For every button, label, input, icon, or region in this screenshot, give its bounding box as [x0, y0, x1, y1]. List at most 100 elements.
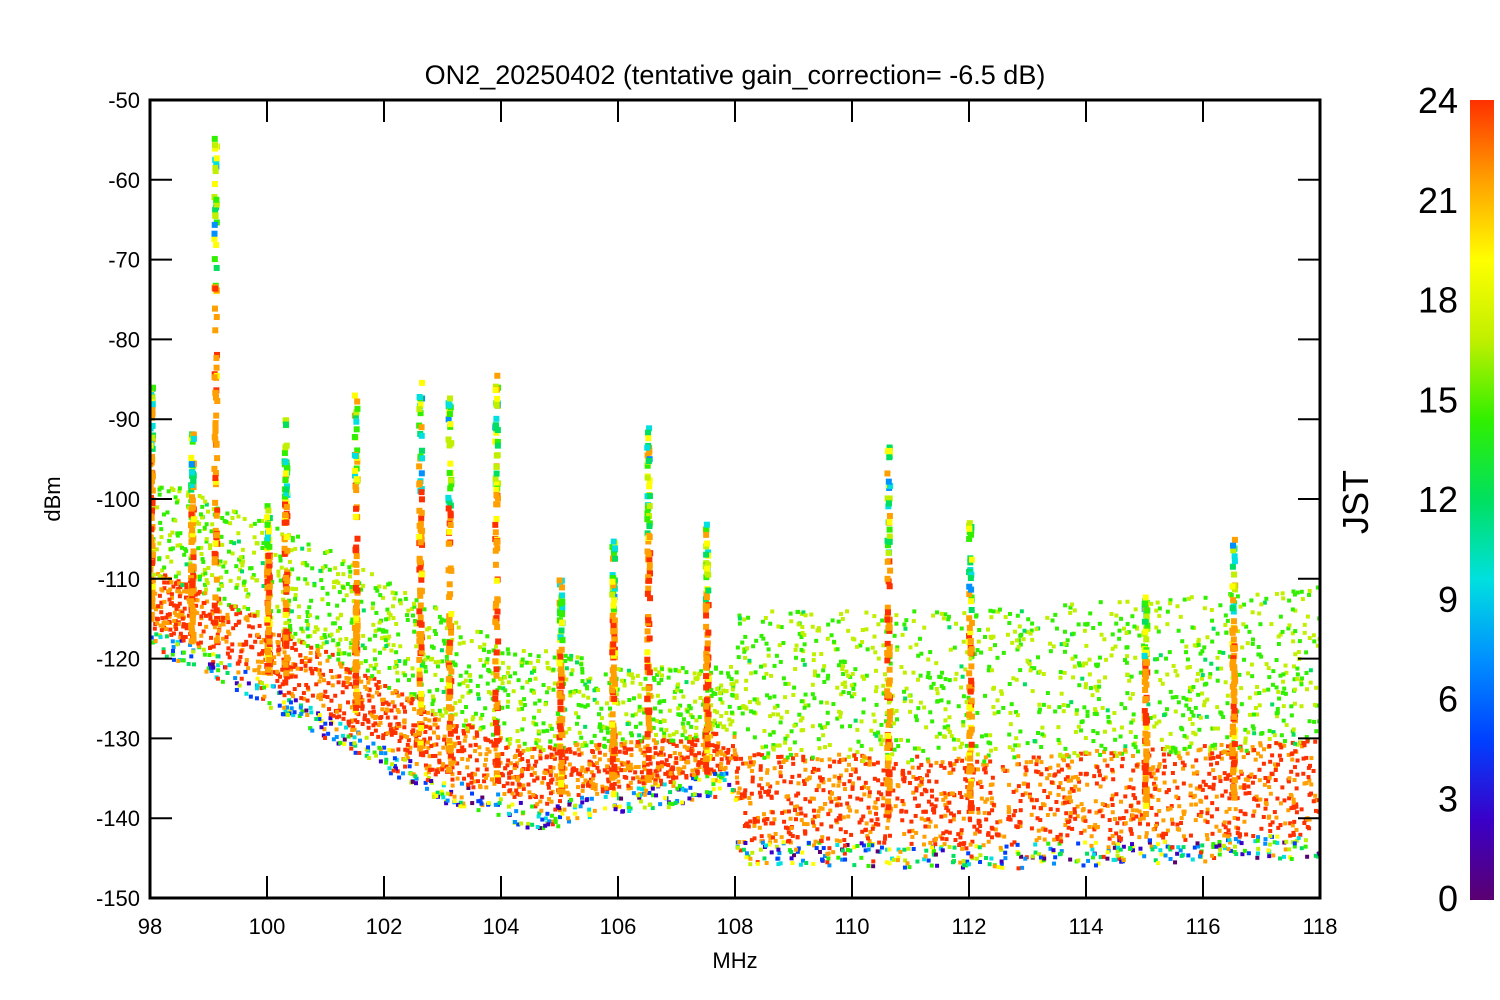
data-point	[987, 811, 992, 816]
data-point	[1078, 751, 1083, 756]
data-point	[1165, 622, 1170, 627]
data-point	[536, 654, 541, 659]
data-point	[903, 858, 908, 863]
data-point	[788, 752, 793, 757]
data-point	[517, 752, 522, 757]
data-point	[327, 567, 332, 572]
data-point	[427, 718, 432, 723]
data-point	[888, 698, 893, 703]
data-point	[690, 715, 695, 720]
data-point	[1127, 785, 1132, 790]
data-point	[403, 590, 408, 595]
data-point	[535, 776, 540, 781]
data-point	[1055, 834, 1060, 839]
data-point	[916, 653, 921, 658]
data-point	[248, 566, 253, 571]
data-point	[1045, 812, 1050, 817]
data-point	[810, 692, 815, 697]
data-point	[1081, 863, 1086, 868]
data-point	[757, 790, 762, 795]
data-point	[835, 647, 840, 652]
data-point	[276, 640, 281, 645]
data-point	[939, 791, 944, 796]
data-point	[529, 670, 534, 675]
data-point	[1173, 749, 1178, 754]
data-point	[627, 697, 632, 702]
data-point	[209, 529, 214, 534]
data-point	[542, 776, 547, 781]
data-point	[268, 705, 273, 710]
data-point	[182, 552, 187, 557]
data-point	[315, 615, 320, 620]
data-point	[828, 796, 833, 801]
data-point	[396, 632, 401, 637]
data-point	[227, 663, 232, 668]
data-point	[289, 548, 294, 553]
data-point	[932, 808, 937, 813]
data-point	[1105, 850, 1110, 855]
data-point	[607, 758, 612, 763]
data-point	[1307, 592, 1312, 597]
data-point	[789, 826, 794, 831]
data-point	[346, 723, 351, 728]
data-point	[294, 586, 299, 591]
data-point	[697, 765, 702, 770]
data-point	[946, 614, 951, 619]
data-point	[909, 841, 914, 846]
data-point	[1249, 598, 1254, 603]
data-point	[1256, 803, 1261, 808]
data-point	[1253, 757, 1258, 762]
data-point	[204, 539, 209, 544]
data-point	[732, 748, 737, 753]
data-point	[341, 559, 346, 564]
data-point	[1288, 833, 1293, 838]
data-point	[1112, 711, 1117, 716]
data-point	[933, 842, 938, 847]
data-point	[1208, 745, 1213, 750]
data-point	[813, 839, 818, 844]
data-point	[197, 577, 202, 582]
data-point	[429, 644, 434, 649]
data-point	[392, 730, 397, 735]
data-point	[859, 640, 864, 645]
data-point	[449, 789, 454, 794]
data-point	[902, 699, 907, 704]
data-point	[252, 668, 257, 673]
data-point	[1218, 847, 1223, 852]
data-point	[879, 722, 884, 727]
data-point	[797, 773, 802, 778]
data-point	[1196, 640, 1201, 645]
data-point	[792, 853, 797, 858]
data-point	[1014, 788, 1019, 793]
data-point	[169, 601, 174, 606]
data-point	[903, 696, 908, 701]
data-point	[505, 670, 510, 675]
data-point	[658, 709, 663, 714]
data-point	[376, 670, 381, 675]
data-point	[1221, 715, 1226, 720]
data-point	[1137, 835, 1142, 840]
data-point	[655, 783, 660, 788]
data-point	[360, 643, 365, 648]
data-point	[1263, 806, 1268, 811]
data-point	[227, 655, 232, 660]
data-point	[964, 743, 969, 748]
data-point	[403, 661, 408, 666]
data-point	[802, 779, 807, 784]
data-point	[926, 858, 931, 863]
data-point	[894, 708, 899, 713]
data-point	[1253, 839, 1258, 844]
data-point	[200, 557, 205, 562]
data-point	[532, 668, 537, 673]
data-point	[1270, 753, 1275, 758]
data-point	[1039, 745, 1044, 750]
data-point	[469, 775, 474, 780]
data-point	[1114, 831, 1119, 836]
data-point	[1295, 772, 1300, 777]
data-point	[1168, 857, 1173, 862]
data-point	[261, 696, 266, 701]
data-point	[771, 743, 776, 748]
data-point	[180, 635, 185, 640]
data-point	[1258, 743, 1263, 748]
data-point	[338, 637, 343, 642]
